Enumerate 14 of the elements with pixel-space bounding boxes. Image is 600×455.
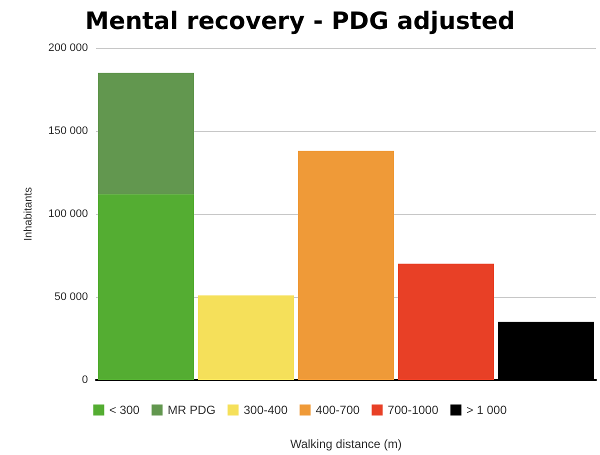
y-axis-title: Inhabitants xyxy=(22,186,34,241)
y-tick-label: 200 000 xyxy=(48,42,88,54)
y-tick-label: 50 000 xyxy=(54,291,88,303)
chart-title: Mental recovery - PDG adjusted xyxy=(85,7,515,35)
y-tick-label: 0 xyxy=(82,374,88,386)
legend-label: 700-1000 xyxy=(388,403,439,417)
legend-label: 300-400 xyxy=(244,403,288,417)
legend-label: < 300 xyxy=(109,403,140,417)
legend-label: MR PDG xyxy=(168,403,216,417)
x-axis-title: Walking distance (m) xyxy=(290,437,402,451)
y-tick-label: 150 000 xyxy=(48,125,88,137)
legend-label: > 1 000 xyxy=(466,403,508,417)
y-tick-label: 100 000 xyxy=(48,208,88,220)
legend-label: 400-700 xyxy=(316,403,360,417)
